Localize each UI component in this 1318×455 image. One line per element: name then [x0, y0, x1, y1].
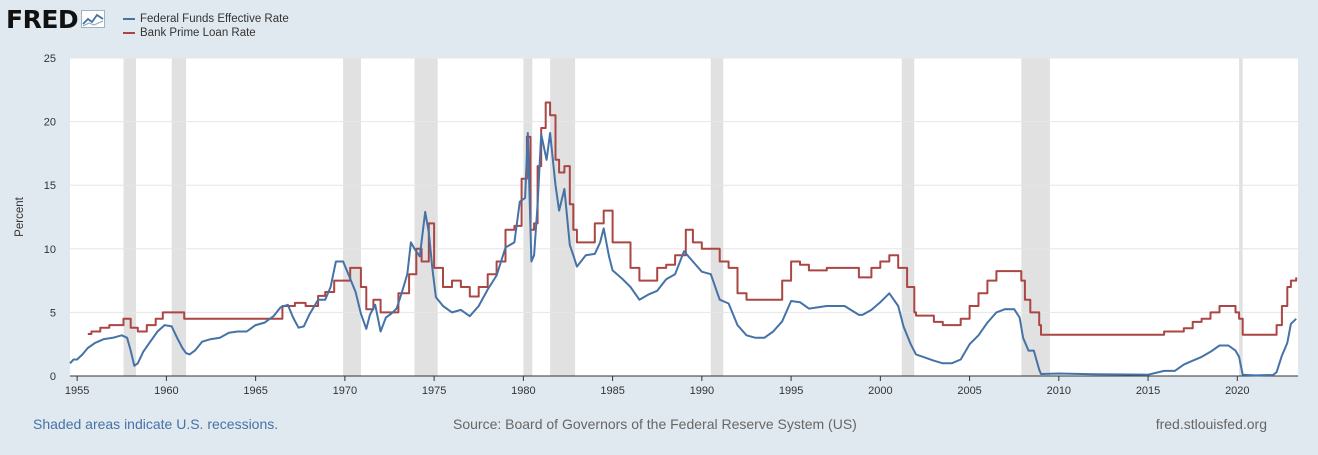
recession-band [1239, 58, 1243, 376]
legend-item-prime-rate[interactable]: Bank Prime Loan Rate [123, 26, 289, 40]
x-tick-label: 1990 [690, 385, 714, 397]
legend-item-fed-funds[interactable]: Federal Funds Effective Rate [123, 12, 289, 26]
y-tick-label: 25 [44, 53, 56, 65]
recession-band [901, 58, 915, 376]
recession-band [1021, 58, 1050, 376]
recession-band [523, 58, 533, 376]
x-tick-label: 1975 [422, 385, 446, 397]
site-link[interactable]: fred.stlouisfed.org [1155, 416, 1267, 432]
y-axis-title: Percent [14, 196, 26, 236]
recession-band [550, 58, 576, 376]
series-line-prime-rate[interactable] [87, 101, 1298, 336]
x-tick-label: 2020 [1225, 385, 1249, 397]
source-note: Source: Board of Governors of the Federa… [453, 416, 857, 432]
x-tick-label: 1970 [333, 385, 357, 397]
plot-background [70, 58, 1298, 376]
y-tick-label: 20 [44, 117, 56, 129]
legend-label-fed-funds: Federal Funds Effective Rate [140, 13, 289, 25]
x-tick-label: 2005 [957, 385, 981, 397]
x-tick-label: 2010 [1047, 385, 1071, 397]
x-tick-label: 1955 [65, 385, 89, 397]
y-tick-label: 15 [44, 180, 56, 192]
fred-logo[interactable]: FRED [6, 5, 106, 34]
x-tick-label: 1960 [154, 385, 178, 397]
y-tick-label: 10 [44, 244, 56, 256]
x-tick-label: 1985 [600, 385, 624, 397]
y-tick-label: 0 [50, 371, 56, 383]
recession-band [171, 58, 187, 376]
x-tick-label: 1980 [511, 385, 535, 397]
x-tick-label: 2015 [1136, 385, 1160, 397]
legend-label-prime-rate: Bank Prime Loan Rate [140, 27, 256, 39]
series-line-fed-funds[interactable] [69, 132, 1297, 377]
recession-band [343, 58, 361, 376]
legend-swatch-prime-rate [123, 32, 135, 34]
recession-band [710, 58, 724, 376]
recession-note: Shaded areas indicate U.S. recessions. [33, 416, 279, 432]
chart-legend: Federal Funds Effective Rate Bank Prime … [123, 12, 289, 40]
graph-icon [81, 9, 106, 33]
fred-logo-text: FRED [6, 5, 79, 34]
recession-band [123, 58, 137, 376]
x-tick-label: 2000 [868, 385, 892, 397]
x-tick-label: 1995 [779, 385, 803, 397]
legend-swatch-fed-funds [123, 18, 135, 20]
x-tick-label: 1965 [243, 385, 267, 397]
y-tick-label: 5 [50, 307, 56, 319]
